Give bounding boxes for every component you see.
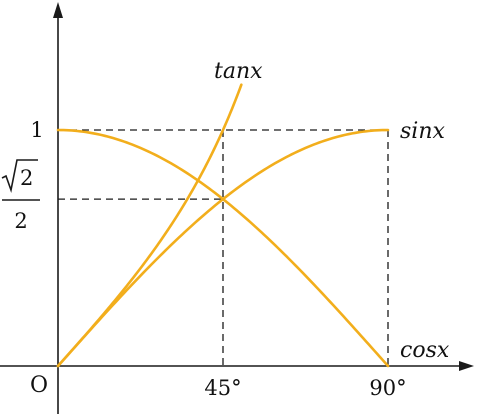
x-tick-label: 90°: [369, 376, 406, 400]
curve-sinx: [56, 128, 390, 368]
curves: [56, 83, 390, 368]
y-tick-label: 1: [30, 118, 43, 142]
guide-lines: [58, 129, 389, 366]
series-label-tanx: tanx: [214, 59, 263, 84]
origin-label: O: [30, 373, 48, 398]
x-tick-label: 45°: [204, 376, 241, 400]
axes: [0, 2, 474, 414]
series-label-cosx: cosx: [400, 338, 450, 363]
x-axis-arrow: [459, 361, 474, 371]
curve-cosx: [56, 128, 390, 368]
y-tick-fraction-label: 2 2: [1, 159, 40, 233]
sqrt-sign: [1, 159, 38, 193]
series-label-sinx: sinx: [400, 119, 445, 144]
labels: O 45° 90° 1 2 2 sinx cosx tanx: [1, 59, 450, 400]
y-tick-radicand: 2: [20, 166, 33, 190]
y-axis-arrow: [53, 2, 63, 18]
y-tick-denominator: 2: [14, 209, 27, 233]
curve-tanx: [56, 83, 243, 368]
